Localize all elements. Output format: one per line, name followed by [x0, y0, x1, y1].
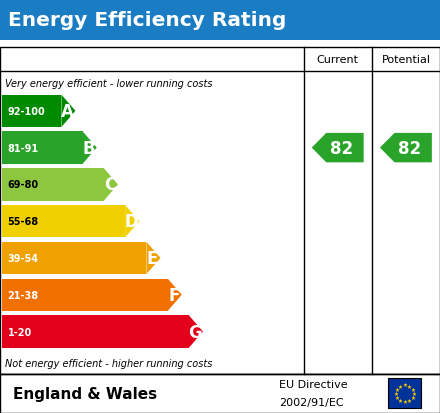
Polygon shape	[312, 133, 363, 163]
Text: 81-91: 81-91	[7, 143, 39, 153]
Polygon shape	[189, 316, 203, 348]
Text: ★: ★	[402, 399, 407, 404]
Text: ★: ★	[393, 391, 398, 396]
Polygon shape	[125, 206, 139, 238]
Text: ★: ★	[402, 382, 407, 387]
Text: ★: ★	[410, 395, 415, 400]
Bar	[0, 374, 440, 413]
Polygon shape	[62, 95, 76, 128]
Text: E: E	[147, 249, 158, 267]
Bar	[0, 0, 440, 41]
Polygon shape	[83, 132, 97, 164]
Text: 92-100: 92-100	[7, 107, 45, 116]
Text: 2002/91/EC: 2002/91/EC	[279, 397, 344, 408]
Text: D: D	[125, 213, 138, 230]
Polygon shape	[147, 242, 161, 275]
Text: 69-80: 69-80	[7, 180, 39, 190]
Text: Current: Current	[317, 55, 359, 64]
Polygon shape	[104, 169, 118, 201]
Bar	[2, 242, 147, 275]
Text: ★: ★	[398, 398, 403, 403]
Text: 82: 82	[399, 139, 422, 157]
Text: ★: ★	[411, 391, 416, 396]
Text: ★: ★	[395, 387, 400, 392]
Text: England & Wales: England & Wales	[13, 386, 158, 401]
Text: G: G	[188, 323, 202, 341]
Text: Not energy efficient - higher running costs: Not energy efficient - higher running co…	[5, 358, 213, 368]
Text: Very energy efficient - lower running costs: Very energy efficient - lower running co…	[5, 78, 213, 88]
Bar	[2, 95, 62, 128]
Text: ★: ★	[410, 387, 415, 392]
Bar	[0, 47, 440, 374]
Bar	[2, 206, 125, 238]
Text: 1-20: 1-20	[7, 327, 32, 337]
Bar	[2, 316, 189, 348]
Polygon shape	[168, 279, 182, 311]
Text: B: B	[83, 139, 95, 157]
Bar	[2, 279, 168, 311]
Text: F: F	[168, 286, 180, 304]
Polygon shape	[380, 133, 432, 163]
Text: Potential: Potential	[381, 55, 430, 64]
Bar	[2, 132, 83, 164]
Text: A: A	[61, 102, 74, 121]
Text: C: C	[104, 176, 116, 194]
Text: EU Directive: EU Directive	[279, 379, 348, 389]
Text: 39-54: 39-54	[7, 253, 38, 263]
Bar	[2, 169, 104, 201]
Text: 21-38: 21-38	[7, 290, 39, 300]
Text: ★: ★	[407, 398, 412, 403]
Text: 82: 82	[330, 139, 353, 157]
Text: Energy Efficiency Rating: Energy Efficiency Rating	[8, 11, 286, 30]
Text: ★: ★	[395, 395, 400, 400]
Bar	[388, 378, 422, 408]
Text: ★: ★	[398, 384, 403, 389]
Text: ★: ★	[407, 384, 412, 389]
Text: 55-68: 55-68	[7, 217, 39, 227]
